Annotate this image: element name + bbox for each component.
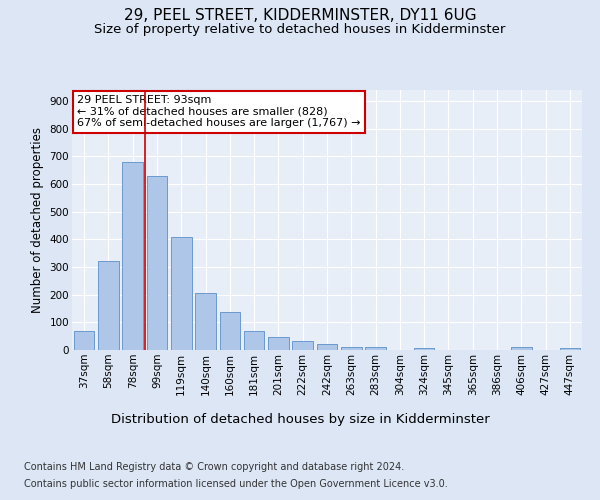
Text: Contains HM Land Registry data © Crown copyright and database right 2024.: Contains HM Land Registry data © Crown c…: [24, 462, 404, 472]
Bar: [560, 348, 580, 350]
Text: Contains public sector information licensed under the Open Government Licence v3: Contains public sector information licen…: [24, 479, 448, 489]
Bar: [122, 162, 143, 350]
Bar: [98, 262, 119, 350]
Bar: [220, 312, 240, 350]
Text: 29 PEEL STREET: 93sqm
← 31% of detached houses are smaller (828)
67% of semi-det: 29 PEEL STREET: 93sqm ← 31% of detached …: [77, 95, 361, 128]
Bar: [171, 236, 191, 350]
Bar: [317, 344, 337, 350]
Bar: [414, 348, 434, 350]
Text: Size of property relative to detached houses in Kidderminster: Size of property relative to detached ho…: [94, 22, 506, 36]
Bar: [511, 347, 532, 350]
Bar: [292, 341, 313, 350]
Text: Distribution of detached houses by size in Kidderminster: Distribution of detached houses by size …: [110, 412, 490, 426]
Bar: [365, 347, 386, 350]
Bar: [244, 331, 265, 350]
Bar: [146, 176, 167, 350]
Bar: [268, 338, 289, 350]
Y-axis label: Number of detached properties: Number of detached properties: [31, 127, 44, 313]
Bar: [341, 347, 362, 350]
Text: 29, PEEL STREET, KIDDERMINSTER, DY11 6UG: 29, PEEL STREET, KIDDERMINSTER, DY11 6UG: [124, 8, 476, 22]
Bar: [195, 292, 216, 350]
Bar: [74, 330, 94, 350]
